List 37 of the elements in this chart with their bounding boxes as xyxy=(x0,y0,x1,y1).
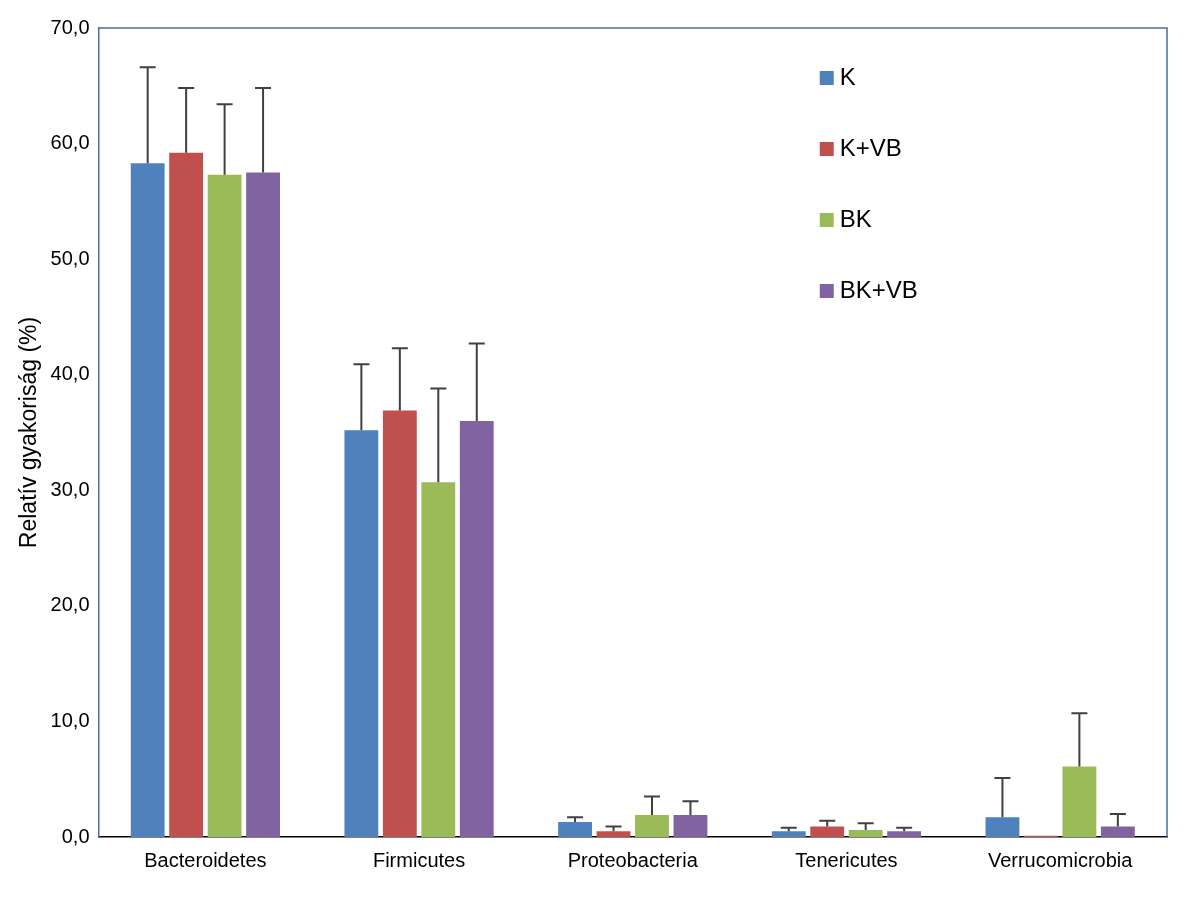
bar xyxy=(635,815,669,837)
bar xyxy=(810,826,845,837)
legend-label: K+VB xyxy=(839,133,902,161)
bar xyxy=(1062,766,1097,837)
y-tick-label: 20,0 xyxy=(50,593,90,616)
bar xyxy=(344,430,379,837)
y-tick-label: 40,0 xyxy=(50,362,90,385)
y-tick-label: 10,0 xyxy=(50,708,90,731)
legend-label: BK+VB xyxy=(839,275,918,303)
y-tick-label: 60,0 xyxy=(50,131,90,154)
bar xyxy=(848,830,883,837)
bar xyxy=(1100,826,1135,837)
y-tick-label: 0,0 xyxy=(61,824,90,847)
y-tick-label: 30,0 xyxy=(50,477,90,500)
x-tick-label: Verrucomicrobia xyxy=(987,848,1134,871)
x-tick-label: Firmicutes xyxy=(372,848,466,871)
bar xyxy=(169,152,204,837)
y-axis-title: Relatív gyakoriság (%) xyxy=(15,316,42,549)
bar xyxy=(382,410,417,837)
bar xyxy=(558,821,592,837)
legend-label: BK xyxy=(839,204,872,232)
bar xyxy=(771,831,806,837)
bar xyxy=(130,163,165,837)
bar xyxy=(246,172,280,837)
bar xyxy=(887,831,922,837)
y-tick-label: 70,0 xyxy=(50,15,90,38)
bar xyxy=(459,420,494,837)
x-tick-label: Bacteroidetes xyxy=(144,848,267,871)
bar xyxy=(985,817,1020,837)
y-tick-label: 50,0 xyxy=(50,246,90,269)
bar xyxy=(421,482,456,837)
bar xyxy=(596,831,631,837)
bar xyxy=(673,815,708,837)
bar xyxy=(207,174,242,837)
legend-label: K xyxy=(839,62,856,90)
x-tick-label: Tenericutes xyxy=(795,848,898,871)
x-tick-label: Proteobacteria xyxy=(567,848,699,871)
